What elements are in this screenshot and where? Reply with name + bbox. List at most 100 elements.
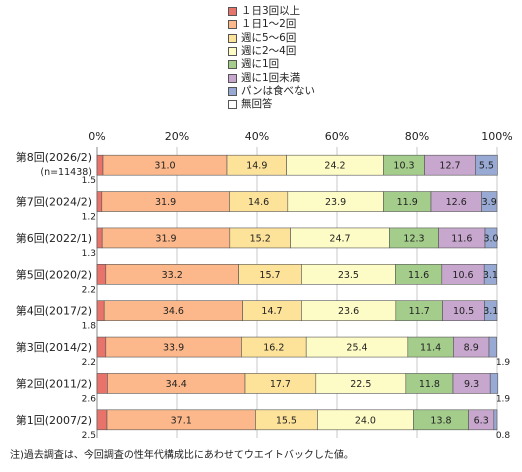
- x-tick-label: 40%: [245, 130, 269, 143]
- data-label: 11.9: [397, 197, 418, 208]
- legend-label: １日3回以上: [241, 5, 301, 18]
- footnote: 注)過去調査は、今回調査の性年代構成比にあわせてウエイトバックした値。: [10, 450, 354, 461]
- legend-item: 週に5～6回: [228, 32, 315, 45]
- bar-segment: [96, 409, 108, 431]
- category-label: 第6回(2022/1): [16, 231, 92, 245]
- legend-label: 週に2～4回: [241, 45, 297, 58]
- data-label: 16.2: [263, 343, 284, 354]
- legend-item: 週に1回未満: [228, 71, 315, 84]
- legend-swatch: [228, 86, 237, 96]
- data-label: 15.2: [250, 233, 271, 244]
- bar-segment: [96, 191, 103, 212]
- data-label: 22.5: [350, 379, 371, 390]
- legend-item: １日1～2回: [228, 18, 315, 31]
- data-label: 10.6: [452, 270, 473, 281]
- bar-segment: [96, 373, 108, 394]
- x-tick-label: 60%: [325, 130, 349, 143]
- category-label: 第1回(2007/2): [16, 413, 92, 427]
- legend-item: 無回答: [228, 98, 315, 111]
- data-label: 11.4: [420, 343, 441, 354]
- data-label: 15.7: [259, 270, 280, 281]
- x-tick-label: 20%: [165, 130, 189, 143]
- data-label: 17.7: [270, 379, 291, 390]
- data-label: 24.2: [324, 161, 345, 172]
- data-label: 11.7: [409, 306, 430, 317]
- bar-segment: [489, 373, 499, 394]
- legend-item: 週に1回: [228, 58, 315, 71]
- data-label: 23.9: [325, 197, 346, 208]
- bar-segment: [483, 264, 497, 285]
- bar-segment: [475, 154, 498, 176]
- data-label: 1.3: [82, 249, 96, 259]
- data-label: 12.6: [446, 197, 467, 208]
- data-label: 31.0: [154, 161, 175, 172]
- bar-segment: [493, 409, 498, 431]
- bar-segment: [484, 227, 498, 249]
- data-label: 11.8: [419, 379, 440, 390]
- data-label: 2.6: [82, 394, 97, 404]
- legend-swatch: [228, 73, 237, 83]
- data-label: 11.6: [451, 233, 472, 244]
- data-label: 33.2: [162, 270, 183, 281]
- data-label: 31.9: [155, 197, 176, 208]
- bar-segment: [96, 154, 104, 176]
- data-label: 2.2: [82, 358, 96, 368]
- data-label: 1.9: [496, 358, 511, 368]
- legend-label: 週に1回未満: [241, 71, 301, 84]
- data-label: 10.3: [393, 161, 414, 172]
- data-label: 23.5: [338, 270, 359, 281]
- data-label: 0.8: [496, 431, 511, 441]
- bar-segment: [484, 300, 498, 321]
- data-label: 8.9: [464, 343, 479, 354]
- bar-segment: [96, 300, 105, 321]
- legend-swatch: [228, 7, 237, 17]
- legend-swatch: [228, 100, 237, 110]
- data-label: 14.7: [261, 306, 282, 317]
- bar-segment: [481, 191, 498, 212]
- data-label: 23.6: [338, 306, 359, 317]
- data-label: 3.1: [483, 306, 498, 317]
- bar-segment: [96, 227, 103, 249]
- legend-label: パンは食べない: [241, 84, 316, 97]
- category-label: 第2回(2011/2): [16, 376, 92, 390]
- data-label: 5.5: [479, 161, 494, 172]
- legend-label: 週に5～6回: [241, 31, 297, 44]
- bar-segment: [96, 264, 107, 285]
- legend-swatch: [228, 20, 237, 30]
- x-tick-label: 0%: [88, 130, 105, 143]
- data-label: 11.6: [408, 270, 429, 281]
- data-label: 14.6: [248, 197, 269, 208]
- data-label: 12.3: [403, 233, 424, 244]
- data-label: 1.2: [82, 213, 96, 223]
- data-label: 24.0: [355, 415, 376, 426]
- data-label: 25.4: [346, 343, 367, 354]
- legend: １日3回以上 １日1～2回 週に5～6回 週に2～4回 週に1回 週に1回未満 パンは食べな…: [228, 5, 315, 111]
- data-label: 31.9: [155, 233, 176, 244]
- data-label: 1.5: [82, 176, 96, 186]
- bar-segment: [96, 336, 107, 358]
- category-label: 第4回(2017/2): [16, 304, 92, 318]
- legend-item: １日3回以上: [228, 5, 315, 18]
- data-label: 10.5: [453, 306, 474, 317]
- legend-item: パンは食べない: [228, 85, 315, 98]
- data-label: 37.1: [171, 415, 192, 426]
- data-label: 3.9: [482, 197, 497, 208]
- data-label: 34.6: [163, 306, 184, 317]
- legend-item: 週に2～4回: [228, 45, 315, 58]
- category-label: 第8回(2026/2): [16, 150, 92, 164]
- legend-swatch: [228, 60, 237, 70]
- data-label: 2.2: [82, 285, 96, 295]
- data-label: 33.9: [163, 343, 184, 354]
- category-sublabel: (n=11438): [40, 167, 92, 178]
- data-label: 13.8: [430, 415, 451, 426]
- data-label: 3.0: [483, 233, 498, 244]
- category-label: 第7回(2024/2): [16, 195, 92, 209]
- data-label: 6.3: [474, 415, 489, 426]
- x-tick-label: 100%: [481, 130, 512, 143]
- data-label: 1.8: [82, 322, 97, 332]
- category-label: 第5回(2020/2): [16, 267, 92, 281]
- data-label: 15.5: [276, 415, 297, 426]
- data-label: 14.9: [246, 161, 267, 172]
- data-label: 9.3: [464, 379, 479, 390]
